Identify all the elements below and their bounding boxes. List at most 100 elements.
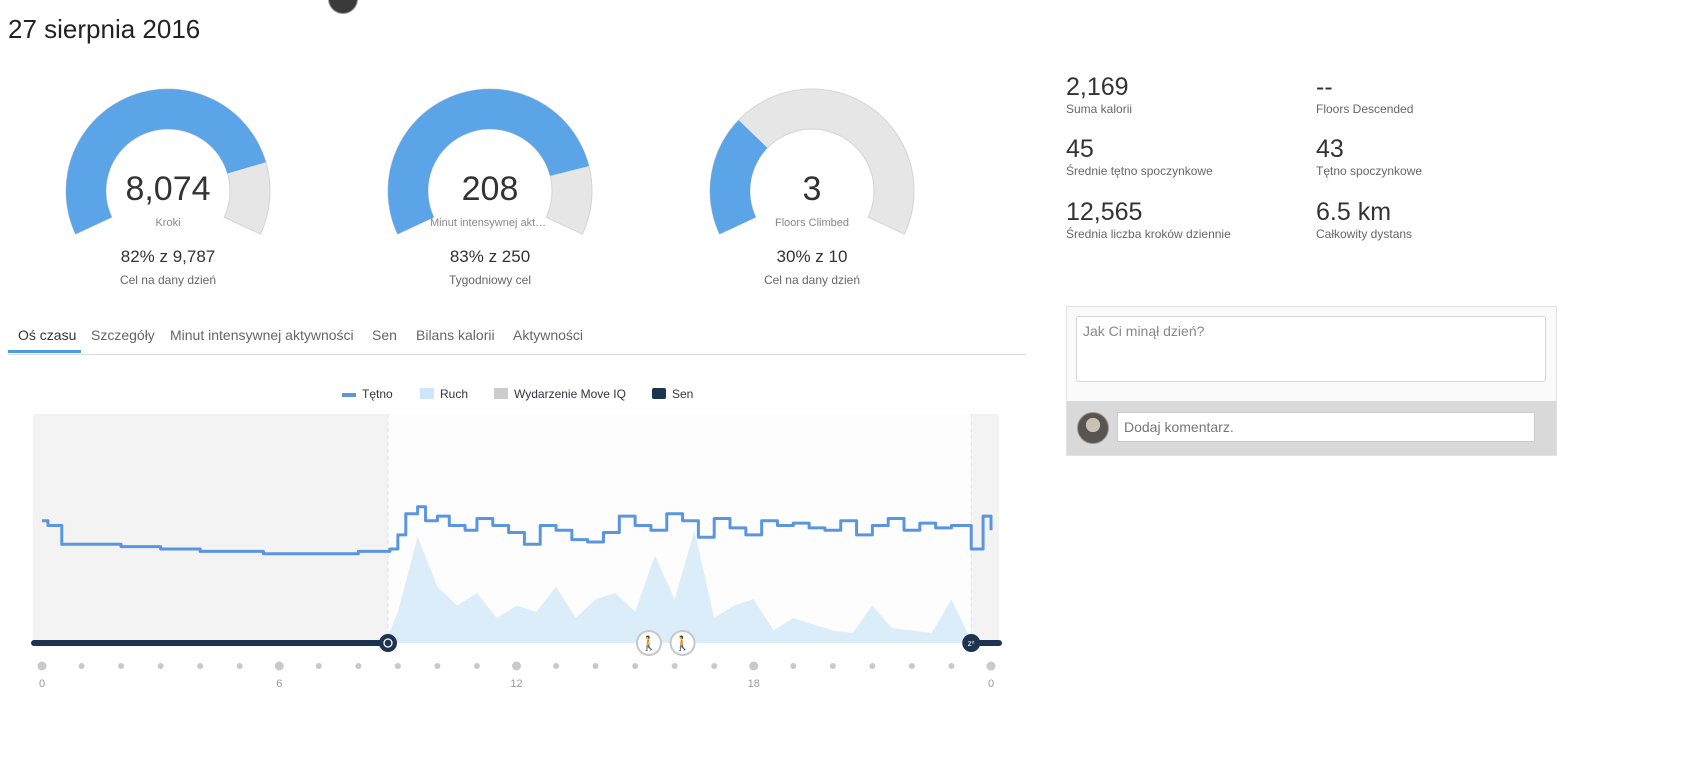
minor-tick-dot: [355, 663, 362, 669]
active-tab-indicator: [8, 350, 81, 353]
legend-label: Wydarzenie Move IQ: [514, 387, 626, 401]
minor-tick-dot: [78, 663, 85, 669]
stat-value: 2,169: [1066, 73, 1129, 101]
x-tick-label: 18: [748, 678, 760, 690]
minor-tick-dot: [315, 663, 322, 669]
stat-label: Całkowity dystans: [1316, 227, 1413, 241]
stat-label: Floors Descended: [1316, 102, 1414, 116]
steps-gauge-dial: [65, 88, 271, 235]
comment-bar: [1067, 401, 1556, 455]
intensity-gauge-dial: [387, 88, 593, 235]
notes-panel: [1066, 306, 1557, 456]
tab-timeline[interactable]: Oś czasu: [18, 327, 77, 343]
major-tick-dot: [37, 661, 47, 671]
stat-resting-hr: 43 Tętno spoczynkowe: [1316, 134, 1556, 178]
stat-floors-descended: -- Floors Descended: [1316, 72, 1556, 116]
sleep-zz-icon: [962, 634, 981, 652]
walking-icon: [635, 630, 662, 656]
walking-icon: [669, 630, 696, 656]
intensity-minutes-gauge[interactable]: 208 Minut intensywnej aktywności 83% z 2…: [380, 88, 600, 298]
major-tick-dot: [274, 661, 284, 671]
stat-label: Średnie tętno spoczynkowe: [1066, 164, 1213, 178]
minor-tick-dot: [394, 663, 401, 669]
minor-tick-dot: [553, 663, 560, 669]
intensity-value: 208: [461, 170, 519, 208]
minor-tick-dot: [157, 663, 164, 669]
steps-gauge[interactable]: 8,074 Kroki 82% z 9,787 Cel na dany dzie…: [58, 88, 278, 298]
sleep-period-shade: [33, 414, 388, 643]
minor-tick-dot: [711, 663, 718, 669]
intensity-progress: 83% z 250: [449, 247, 531, 266]
walking-icon-glyph: 🚶: [640, 635, 657, 652]
tab-calorie-balance[interactable]: Bilans kalorii: [416, 327, 495, 343]
stat-total-calories: 2,169 Suma kalorii: [1066, 72, 1306, 116]
page-title: 27 sierpnia 2016: [8, 14, 201, 44]
sleep-zz-icon-text: zᶻ: [968, 639, 975, 648]
heart-rate-line: [42, 505, 993, 556]
intensity-label: Minut intensywnej aktywności: [430, 217, 550, 229]
timeline-chart[interactable]: zᶻ 🚶 🚶 0 6 12 18 0: [0, 410, 1040, 710]
minor-tick-dot: [790, 663, 797, 669]
minor-tick-dot: [197, 663, 204, 669]
floors-progress: 30% z 10: [776, 247, 848, 266]
alarm-icon-face: [383, 638, 393, 648]
tab-sleep[interactable]: Sen: [372, 327, 397, 343]
major-tick-dot: [986, 661, 996, 671]
avatar[interactable]: [328, 0, 358, 14]
move-iq-swatch: [494, 388, 508, 399]
minor-tick-dot: [434, 663, 441, 669]
minor-tick-dot: [236, 663, 243, 669]
floors-label: Floors Climbed: [775, 217, 849, 229]
floors-goal: Cel na dany dzień: [763, 273, 861, 287]
stat-label: Suma kalorii: [1066, 102, 1133, 116]
sleep-swatch: [652, 388, 666, 399]
stat-label: Średnia liczba kroków dziennie: [1066, 227, 1231, 241]
chart-legend: Tętno Ruch Wydarzenie Move IQ Sen: [0, 386, 1040, 402]
motion-area: [42, 530, 991, 643]
floors-value: 3: [802, 170, 822, 208]
minor-tick-dot: [473, 663, 480, 669]
stat-avg-daily-steps: 12,565 Średnia liczba kroków dziennie: [1066, 197, 1306, 241]
alarm-icon: [378, 634, 397, 652]
tab-details[interactable]: Szczegóły: [91, 327, 155, 343]
stat-value: 12,565: [1066, 198, 1143, 226]
minor-tick-dot: [592, 663, 599, 669]
stat-total-distance: 6.5 km Całkowity dystans: [1316, 197, 1556, 241]
floors-gauge-dial: [709, 88, 915, 235]
minor-tick-dot: [948, 663, 955, 669]
minor-tick-dot: [671, 663, 678, 669]
x-tick-label: 6: [276, 678, 282, 690]
sleep-period-shade: [971, 414, 999, 643]
major-tick-dot: [749, 661, 759, 671]
intensity-goal: Tygodniowy cel: [448, 273, 532, 287]
minor-tick-dot: [118, 663, 125, 669]
stat-value: 45: [1066, 135, 1094, 163]
x-tick-label: 0: [39, 678, 45, 690]
steps-progress: 82% z 9,787: [120, 247, 216, 266]
stat-value: --: [1316, 73, 1333, 101]
tab-intensity-minutes[interactable]: Minut intensywnej aktywności: [170, 327, 354, 343]
major-tick-dot: [512, 661, 521, 671]
tab-activities[interactable]: Aktywności: [513, 327, 584, 343]
minor-tick-dot: [869, 663, 876, 669]
stat-avg-resting-hr: 45 Średnie tętno spoczynkowe: [1066, 134, 1306, 178]
steps-label: Kroki: [155, 217, 181, 229]
stat-value: 6.5 km: [1316, 198, 1392, 226]
walking-icon-glyph: 🚶: [674, 635, 691, 652]
stat-value: 43: [1316, 135, 1344, 163]
heart-rate-swatch: [342, 393, 356, 397]
floors-gauge[interactable]: 3 Floors Climbed 30% z 10 Cel na dany dz…: [702, 88, 922, 298]
day-note-textarea[interactable]: [1076, 316, 1546, 382]
steps-value: 8,074: [125, 170, 211, 208]
x-tick-label: 0: [988, 678, 994, 690]
legend-label: Tętno: [362, 387, 393, 401]
x-tick-label: 12: [510, 678, 522, 690]
comment-input[interactable]: [1117, 412, 1535, 442]
avatar: [1077, 412, 1109, 444]
minor-tick-dot: [908, 663, 915, 669]
steps-goal: Cel na dany dzień: [119, 273, 217, 287]
minor-tick-dot: [829, 663, 836, 669]
motion-swatch: [420, 388, 434, 399]
stat-label: Tętno spoczynkowe: [1316, 164, 1423, 178]
legend-label: Ruch: [440, 387, 469, 401]
